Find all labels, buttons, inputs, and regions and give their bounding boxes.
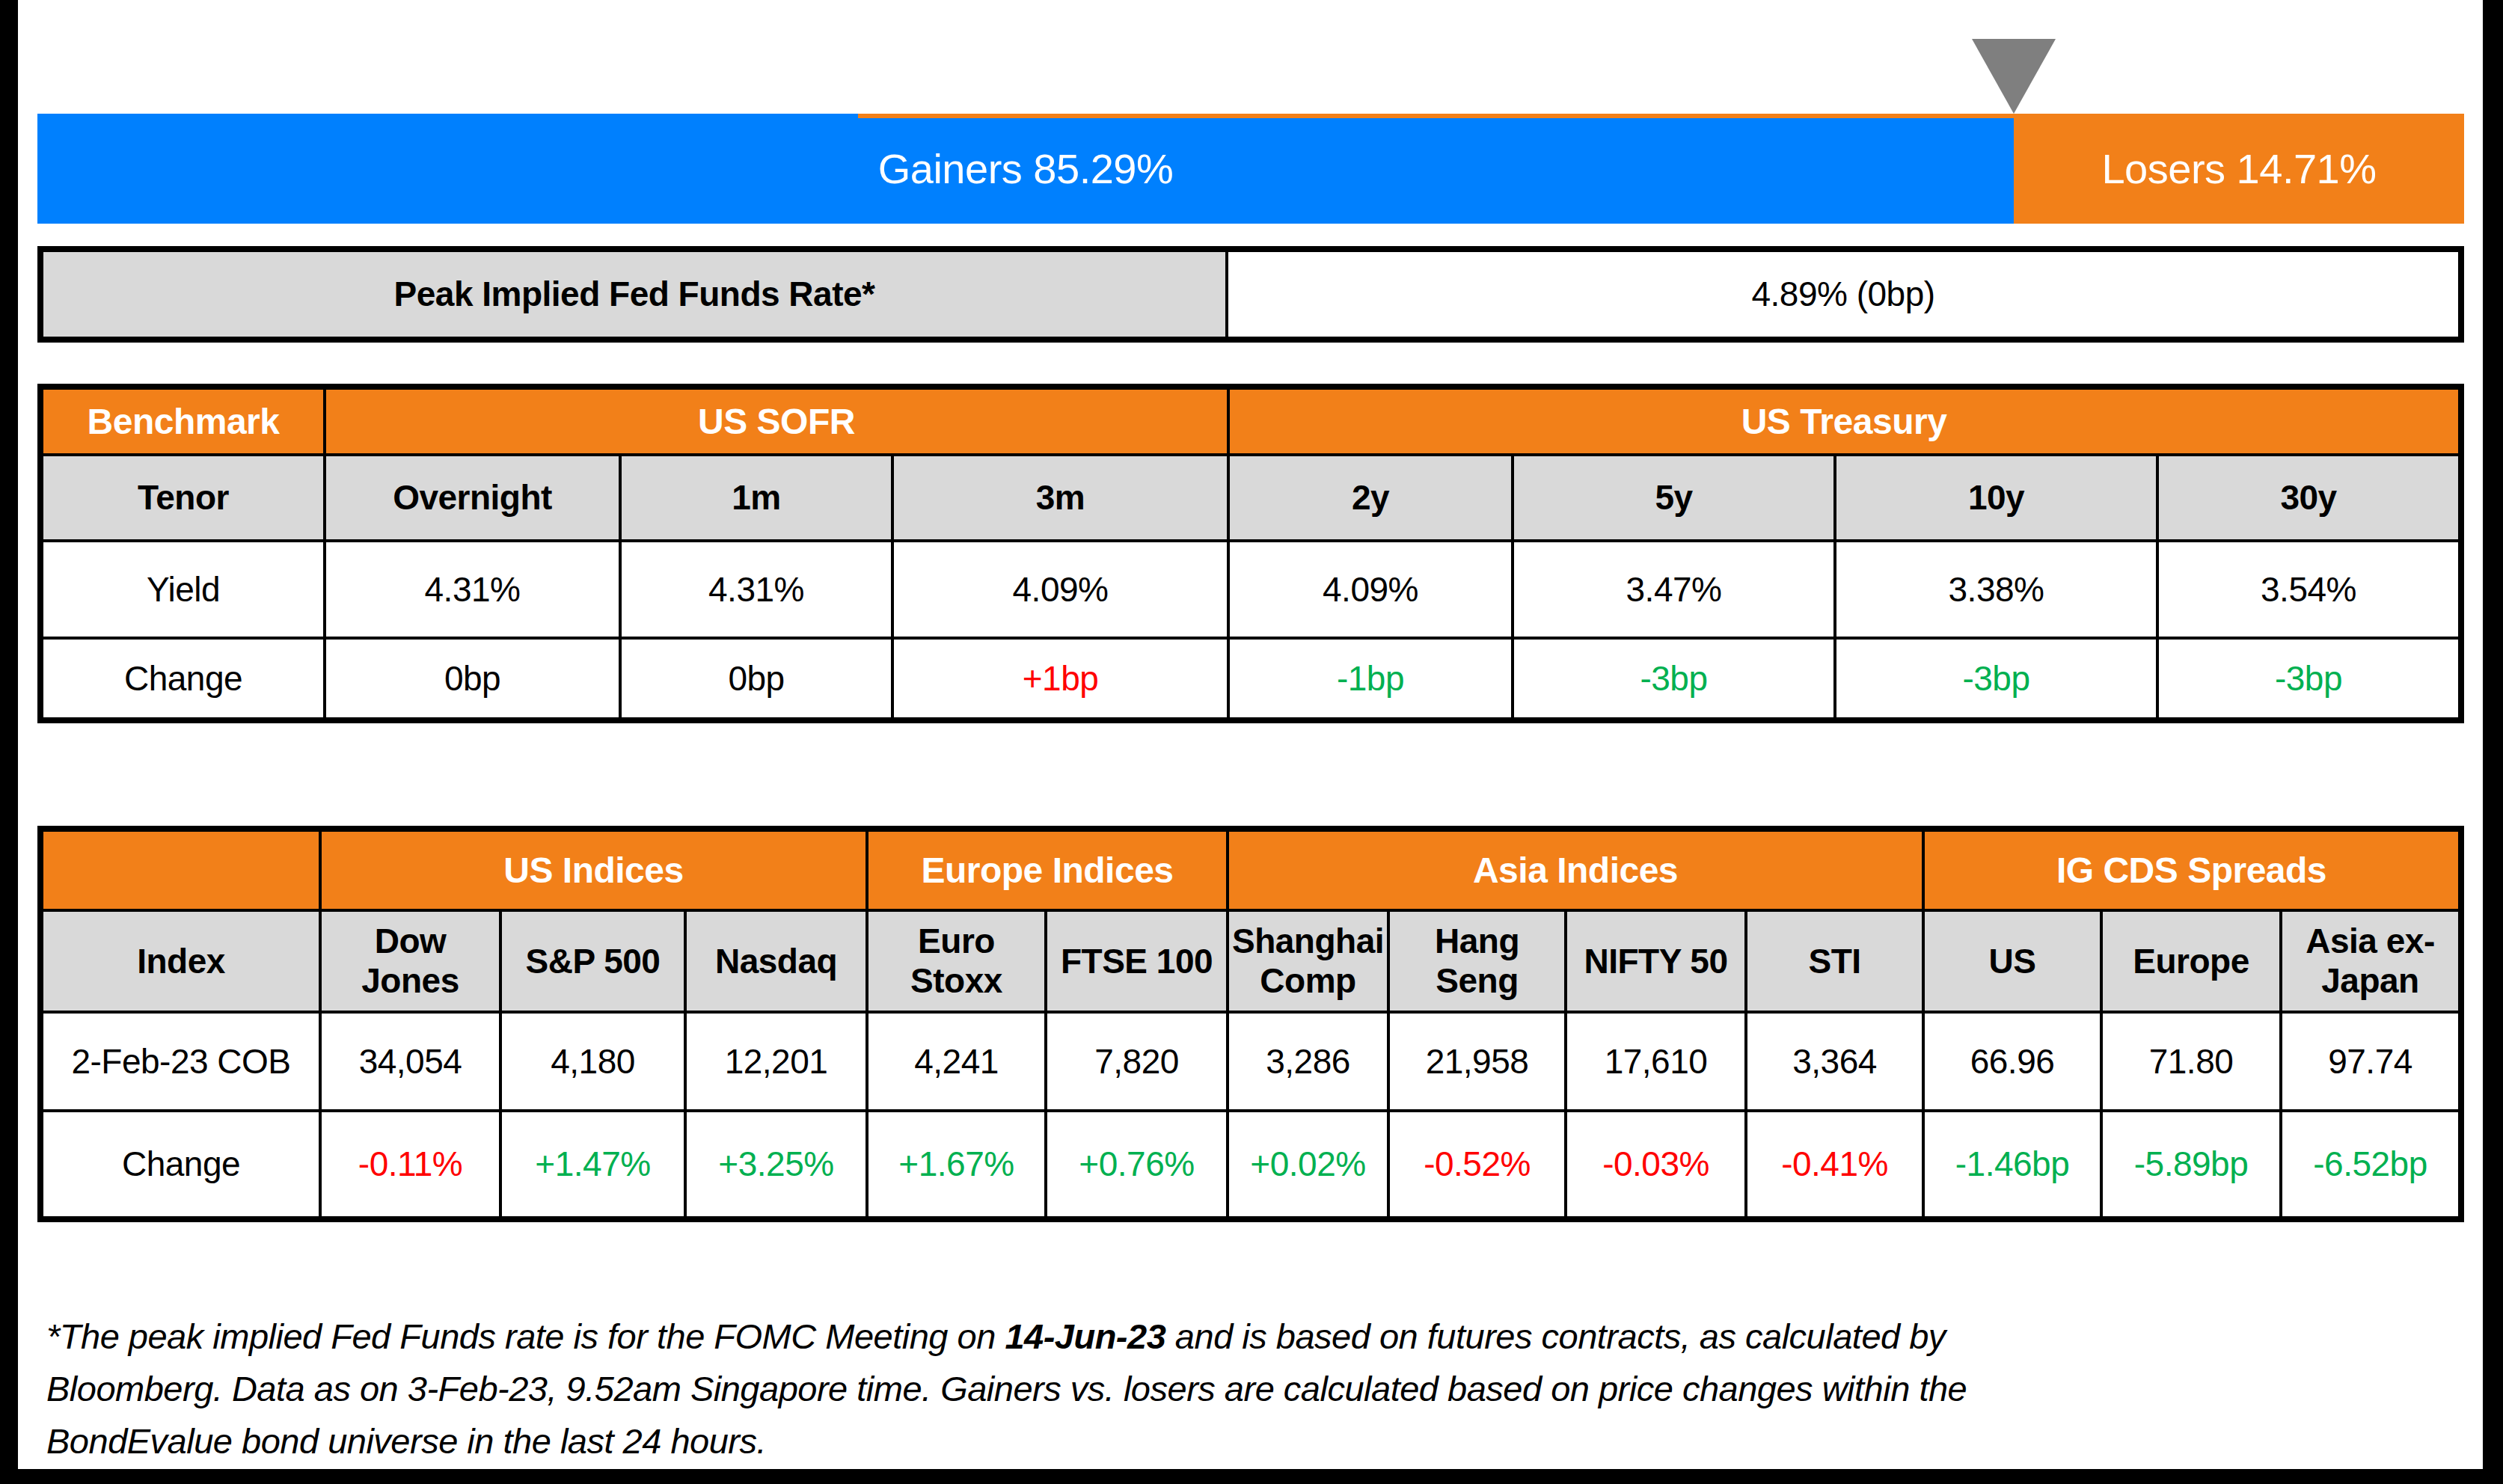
index-value: 21,958: [1390, 1014, 1564, 1109]
index-name-sti: STI: [1747, 912, 1922, 1011]
index-change-value: +3.25%: [687, 1112, 866, 1216]
cds-change-value: -5.89bp: [2103, 1112, 2279, 1216]
index-name-dow-jones: Dow Jones: [322, 912, 499, 1011]
index-name-nifty-50: NIFTY 50: [1567, 912, 1744, 1011]
benchmark-change-value: +1bp: [894, 640, 1227, 717]
index-change-value: -0.52%: [1390, 1112, 1564, 1216]
index-value: 17,610: [1567, 1014, 1744, 1109]
footnote-line-1: *The peak implied Fed Funds rate is for …: [46, 1310, 2470, 1363]
yield-value: 4.09%: [1230, 542, 1511, 637]
index-change-value: +0.02%: [1229, 1112, 1387, 1216]
index-change-value: +1.67%: [868, 1112, 1044, 1216]
index-name-shanghai-comp: Shanghai Comp: [1229, 912, 1387, 1011]
benchmark-change-value: -3bp: [1836, 640, 2156, 717]
index-value: 3,286: [1229, 1014, 1387, 1109]
tenor-overnight: Overnight: [326, 456, 619, 539]
index-name-sp500: S&P 500: [502, 912, 684, 1011]
peak-fed-funds-label: Peak Implied Fed Funds Rate*: [43, 252, 1225, 337]
index-name-nasdaq: Nasdaq: [687, 912, 866, 1011]
index-value: 12,201: [687, 1014, 866, 1109]
group-header-us-treasury: US Treasury: [1230, 390, 2458, 453]
tenor-10y: 10y: [1836, 456, 2156, 539]
indices-blank-header: [43, 832, 319, 909]
benchmark-change-value: -3bp: [1514, 640, 1833, 717]
cob-row-label: 2-Feb-23 COB: [43, 1014, 319, 1109]
yield-value: 3.47%: [1514, 542, 1833, 637]
yield-value: 3.54%: [2159, 542, 2458, 637]
index-value: 34,054: [322, 1014, 499, 1109]
yield-row-label: Yield: [43, 542, 323, 637]
index-change-value: -0.41%: [1747, 1112, 1922, 1216]
footnote-fomc-date: 14-Jun-23: [1005, 1316, 1165, 1356]
index-name-euro-stoxx: Euro Stoxx: [868, 912, 1044, 1011]
footnote-line-3: BondEvalue bond universe in the last 24 …: [46, 1415, 2470, 1468]
index-value: 3,364: [1747, 1014, 1922, 1109]
footnote-line-2: Bloomberg. Data as on 3-Feb-23, 9.52am S…: [46, 1363, 2470, 1415]
yield-value: 3.38%: [1836, 542, 2156, 637]
benchmark-change-value: 0bp: [326, 640, 619, 717]
losers-bar-segment: Losers 14.71%: [2014, 114, 2464, 224]
indices-table: US Indices Europe Indices Asia Indices I…: [37, 826, 2464, 1222]
peak-fed-funds-value: 4.89% (0bp): [1228, 252, 2458, 337]
benchmark-change-value: 0bp: [622, 640, 891, 717]
benchmark-change-value: -3bp: [2159, 640, 2458, 717]
index-change-value: +1.47%: [502, 1112, 684, 1216]
losers-label: Losers 14.71%: [2101, 144, 2376, 193]
tenor-2y: 2y: [1230, 456, 1511, 539]
tenor-1m: 1m: [622, 456, 891, 539]
peak-fed-funds-table: Peak Implied Fed Funds Rate* 4.89% (0bp): [37, 246, 2464, 343]
group-header-ig-cds-spreads: IG CDS Spreads: [1925, 832, 2458, 909]
bar-top-accent-strip: [858, 114, 2464, 118]
tenor-30y: 30y: [2159, 456, 2458, 539]
index-row-label: Index: [43, 912, 319, 1011]
cds-value: 97.74: [2282, 1014, 2458, 1109]
index-value: 7,820: [1047, 1014, 1226, 1109]
index-value: 4,241: [868, 1014, 1044, 1109]
footnote-line-1-post: and is based on futures contracts, as ca…: [1165, 1316, 1946, 1356]
index-change-value: -0.03%: [1567, 1112, 1744, 1216]
benchmark-change-value: -1bp: [1230, 640, 1511, 717]
index-value: 4,180: [502, 1014, 684, 1109]
gainers-label: Gainers 85.29%: [878, 144, 1174, 193]
group-header-us-sofr: US SOFR: [326, 390, 1227, 453]
benchmark-change-row-label: Change: [43, 640, 323, 717]
footnote-line-1-pre: *The peak implied Fed Funds rate is for …: [46, 1316, 1005, 1356]
boundary-marker-triangle-icon: [1972, 39, 2056, 114]
cds-name-europe: Europe: [2103, 912, 2279, 1011]
cds-name-asia-ex-japan: Asia ex-Japan: [2282, 912, 2458, 1011]
yield-value: 4.31%: [622, 542, 891, 637]
group-header-us-indices: US Indices: [322, 832, 866, 909]
yield-value: 4.09%: [894, 542, 1227, 637]
tenor-3m: 3m: [894, 456, 1227, 539]
cds-change-value: -6.52bp: [2282, 1112, 2458, 1216]
cds-value: 66.96: [1925, 1014, 2100, 1109]
cds-value: 71.80: [2103, 1014, 2279, 1109]
frame-bottom: [0, 1469, 2503, 1484]
group-header-asia-indices: Asia Indices: [1229, 832, 1922, 909]
frame-right: [2483, 0, 2503, 1484]
indices-change-row-label: Change: [43, 1112, 319, 1216]
index-change-value: -0.11%: [322, 1112, 499, 1216]
gainers-bar-segment: Gainers 85.29%: [37, 114, 2014, 224]
group-header-europe-indices: Europe Indices: [868, 832, 1226, 909]
index-name-hang-seng: Hang Seng: [1390, 912, 1564, 1011]
cds-name-us: US: [1925, 912, 2100, 1011]
footnote: *The peak implied Fed Funds rate is for …: [46, 1310, 2470, 1468]
index-name-ftse-100: FTSE 100: [1047, 912, 1226, 1011]
market-summary-graphic: Gainers 85.29% Losers 14.71% Peak Implie…: [0, 0, 2503, 1484]
cds-change-value: -1.46bp: [1925, 1112, 2100, 1216]
frame-left: [0, 0, 18, 1484]
tenor-row-label: Tenor: [43, 456, 323, 539]
benchmark-title: Benchmark: [43, 390, 323, 453]
tenor-5y: 5y: [1514, 456, 1833, 539]
index-change-value: +0.76%: [1047, 1112, 1226, 1216]
benchmark-table: Benchmark US SOFR US Treasury Tenor Over…: [37, 384, 2464, 723]
yield-value: 4.31%: [326, 542, 619, 637]
